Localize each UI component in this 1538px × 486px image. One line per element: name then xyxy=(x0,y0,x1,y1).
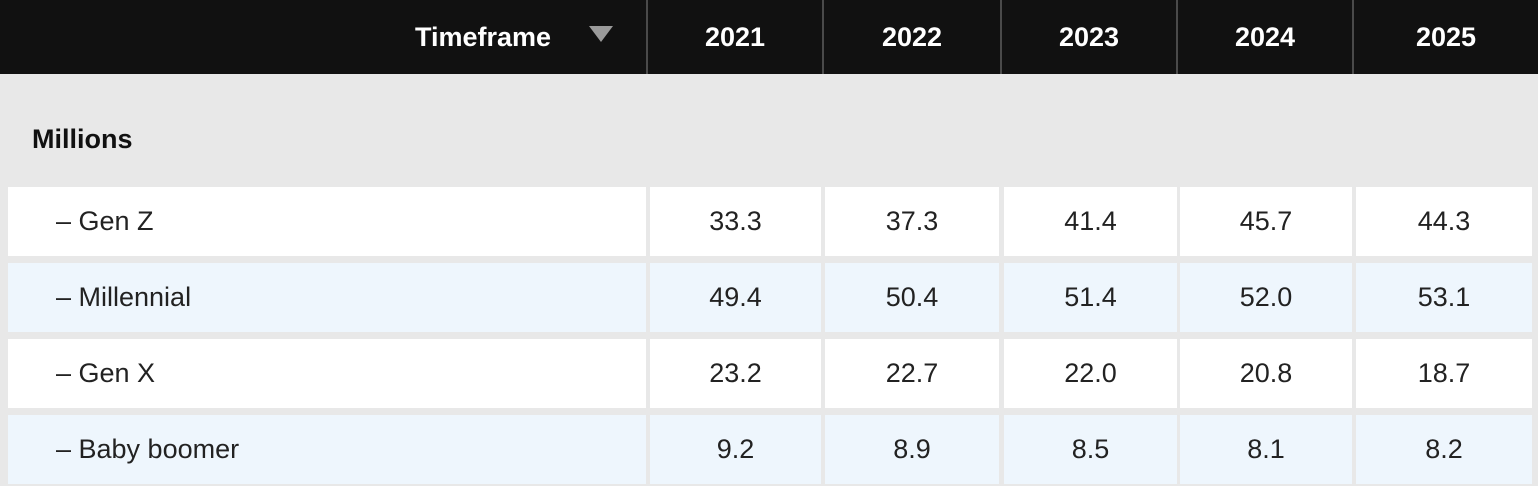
table-cell: 20.8 xyxy=(1180,339,1352,408)
table-cell: 22.0 xyxy=(1004,339,1177,408)
year-header-2025: 2025 xyxy=(1415,21,1477,52)
table-cell: 50.4 xyxy=(825,263,999,332)
year-header-2023: 2023 xyxy=(1058,21,1120,52)
section-label: Millions xyxy=(32,124,133,154)
table-cell: 9.2 xyxy=(650,415,821,484)
header-divider xyxy=(1176,0,1178,74)
table-cell: 51.4 xyxy=(1004,263,1177,332)
table-header: Timeframe 2021 2022 2023 2024 2025 xyxy=(0,0,1538,74)
row-label: – Gen X xyxy=(8,339,646,408)
table-cell: 23.2 xyxy=(650,339,821,408)
dropdown-arrow-icon[interactable] xyxy=(589,26,613,42)
table-cell: 49.4 xyxy=(650,263,821,332)
table-cell: 18.7 xyxy=(1356,339,1532,408)
row-label: – Baby boomer xyxy=(8,415,646,484)
table-cell: 22.7 xyxy=(825,339,999,408)
table-cell: 8.9 xyxy=(825,415,999,484)
table-cell: 33.3 xyxy=(650,187,821,256)
table-cell: 44.3 xyxy=(1356,187,1532,256)
year-header-2024: 2024 xyxy=(1234,21,1296,52)
row-label: – Gen Z xyxy=(8,187,646,256)
header-divider xyxy=(1352,0,1354,74)
table-cell: 53.1 xyxy=(1356,263,1532,332)
table-cell: 8.5 xyxy=(1004,415,1177,484)
table-cell: 52.0 xyxy=(1180,263,1352,332)
table-cell: 37.3 xyxy=(825,187,999,256)
table-cell: 45.7 xyxy=(1180,187,1352,256)
header-divider xyxy=(646,0,648,74)
row-label: – Millennial xyxy=(8,263,646,332)
table-cell: 8.1 xyxy=(1180,415,1352,484)
year-header-2022: 2022 xyxy=(881,21,943,52)
table-cell: 41.4 xyxy=(1004,187,1177,256)
timeframe-label: Timeframe xyxy=(415,21,552,52)
header-divider xyxy=(822,0,824,74)
header-divider xyxy=(1000,0,1002,74)
table-cell: 8.2 xyxy=(1356,415,1532,484)
year-header-2021: 2021 xyxy=(704,21,766,52)
